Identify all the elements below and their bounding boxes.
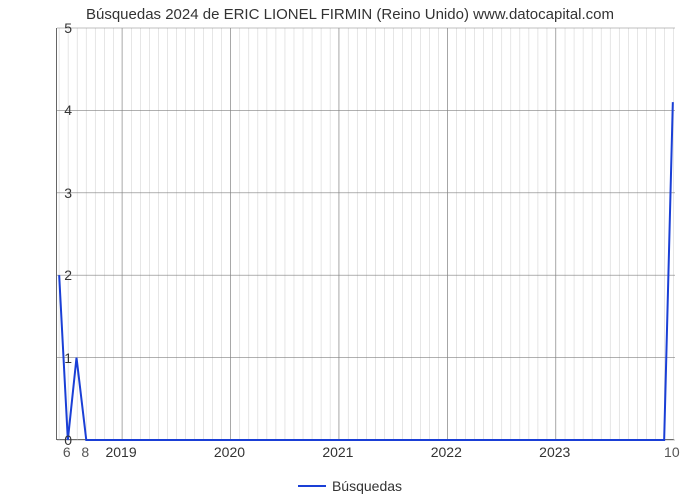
chart-container: Búsquedas 2024 de ERIC LIONEL FIRMIN (Re… [0,0,700,500]
y-tick-label: 3 [64,185,72,201]
y-tick-label: 5 [64,20,72,36]
data-point-label: 8 [81,444,89,460]
plot-svg [57,28,674,439]
x-tick-label: 2020 [214,444,245,460]
legend: Búsquedas [0,478,700,494]
y-tick-label: 2 [64,267,72,283]
x-tick-label: 2023 [539,444,570,460]
chart-title: Búsquedas 2024 de ERIC LIONEL FIRMIN (Re… [0,6,700,23]
legend-line [298,485,326,487]
data-point-label: 10 [664,444,680,460]
plot-area [56,28,674,440]
data-point-label: 6 [63,444,71,460]
legend-label: Búsquedas [332,478,402,494]
x-tick-label: 2019 [105,444,136,460]
x-tick-label: 2021 [322,444,353,460]
y-tick-label: 4 [64,102,72,118]
y-tick-label: 1 [64,350,72,366]
x-tick-label: 2022 [431,444,462,460]
